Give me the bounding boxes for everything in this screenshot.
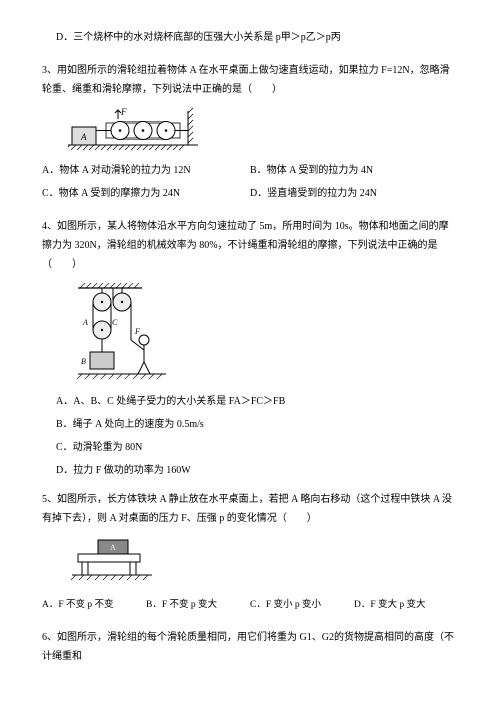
question-3-stem: 3、用如图所示的滑轮组拉着物体 A 在水平桌面上做匀速直线运动，如果拉力 F=1… (42, 61, 458, 99)
pulley-diagram-icon: A F (68, 107, 198, 151)
question-4-options: A．A、B、C 处绳子受力的大小关系是 FA＞FC＞FB B．绳子 A 处向上的… (42, 392, 458, 480)
question-3-number: 3、 (42, 65, 57, 76)
option-3b: B．物体 A 受到的拉力为 4N (250, 161, 458, 180)
force-label: F (120, 107, 127, 117)
option-4c: C．动滑轮重为 80N (56, 438, 458, 457)
block-label: A (80, 132, 87, 142)
prior-option-d-label: D． (56, 32, 73, 43)
question-4-number: 4、 (42, 221, 57, 232)
question-3-text: 用如图所示的滑轮组拉着物体 A 在水平桌面上做匀速直线运动，如果拉力 F=12N… (42, 65, 450, 95)
question-4-text: 如图所示，某人将物体沿水平方向匀速拉动了 5m，所用时间为 10s。物体和地面之… (42, 221, 449, 270)
option-5d: D．F 变大 p 变大 (354, 596, 458, 614)
option-4d: D．拉力 F 做功的功率为 160W (56, 461, 458, 480)
question-3-figure: A F (68, 107, 458, 151)
question-6: 6、如图所示，滑轮组的每个滑轮质量相同，用它们将重为 G1、G2的货物提高相同的… (42, 628, 458, 666)
svg-text:A: A (110, 543, 116, 552)
question-6-number: 6、 (42, 632, 57, 643)
question-5: 5、如图所示，长方体铁块 A 静止放在水平桌面上，若把 A 略向右移动（这个过程… (42, 490, 458, 618)
prior-option-d-text: 三个烧杯中的水对烧杯底部的压强大小关系是 p甲＞p乙＞p丙 (73, 32, 341, 43)
question-5-text: 如图所示，长方体铁块 A 静止放在水平桌面上，若把 A 略向右移动（这个过程中铁… (42, 494, 452, 524)
question-5-number: 5、 (42, 494, 57, 505)
question-4: 4、如图所示，某人将物体沿水平方向匀速拉动了 5m，所用时间为 10s。物体和地… (42, 217, 458, 480)
svg-text:F: F (134, 327, 140, 336)
pulley-system-icon: A C B F (68, 282, 168, 382)
block-on-table-icon: A (68, 536, 158, 586)
prior-option-d: D．三个烧杯中的水对烧杯底部的压强大小关系是 p甲＞p乙＞p丙 (56, 28, 458, 47)
svg-text:C: C (112, 318, 118, 327)
question-6-text: 如图所示，滑轮组的每个滑轮质量相同，用它们将重为 G1、G2的货物提高相同的高度… (42, 632, 454, 662)
option-5b: B．F 不变 p 变大 (146, 596, 250, 614)
question-3: 3、用如图所示的滑轮组拉着物体 A 在水平桌面上做匀速直线运动，如果拉力 F=1… (42, 61, 458, 207)
question-3-options: A．物体 A 对动滑轮的拉力为 12N B．物体 A 受到的拉力为 4N C．物… (42, 161, 458, 207)
option-4a: A．A、B、C 处绳子受力的大小关系是 FA＞FC＞FB (56, 392, 458, 411)
option-3a: A．物体 A 对动滑轮的拉力为 12N (42, 161, 250, 180)
question-6-stem: 6、如图所示，滑轮组的每个滑轮质量相同，用它们将重为 G1、G2的货物提高相同的… (42, 628, 458, 666)
option-4b: B．绳子 A 处向上的速度为 0.5m/s (56, 415, 458, 434)
option-5a: A．F 不变 p 不变 (42, 596, 146, 614)
question-5-figure: A (68, 536, 458, 586)
question-4-stem: 4、如图所示，某人将物体沿水平方向匀速拉动了 5m，所用时间为 10s。物体和地… (42, 217, 458, 274)
option-3c: C．物体 A 受到的摩擦力为 24N (42, 184, 250, 203)
svg-text:B: B (81, 357, 86, 366)
option-5c: C．F 变小 p 变小 (250, 596, 354, 614)
question-5-options: A．F 不变 p 不变 B．F 不变 p 变大 C．F 变小 p 变小 D．F … (42, 596, 458, 618)
option-3d: D．竖直墙受到的拉力为 24N (250, 184, 458, 203)
question-4-figure: A C B F (68, 282, 458, 382)
svg-text:A: A (82, 318, 88, 327)
question-5-stem: 5、如图所示，长方体铁块 A 静止放在水平桌面上，若把 A 略向右移动（这个过程… (42, 490, 458, 528)
